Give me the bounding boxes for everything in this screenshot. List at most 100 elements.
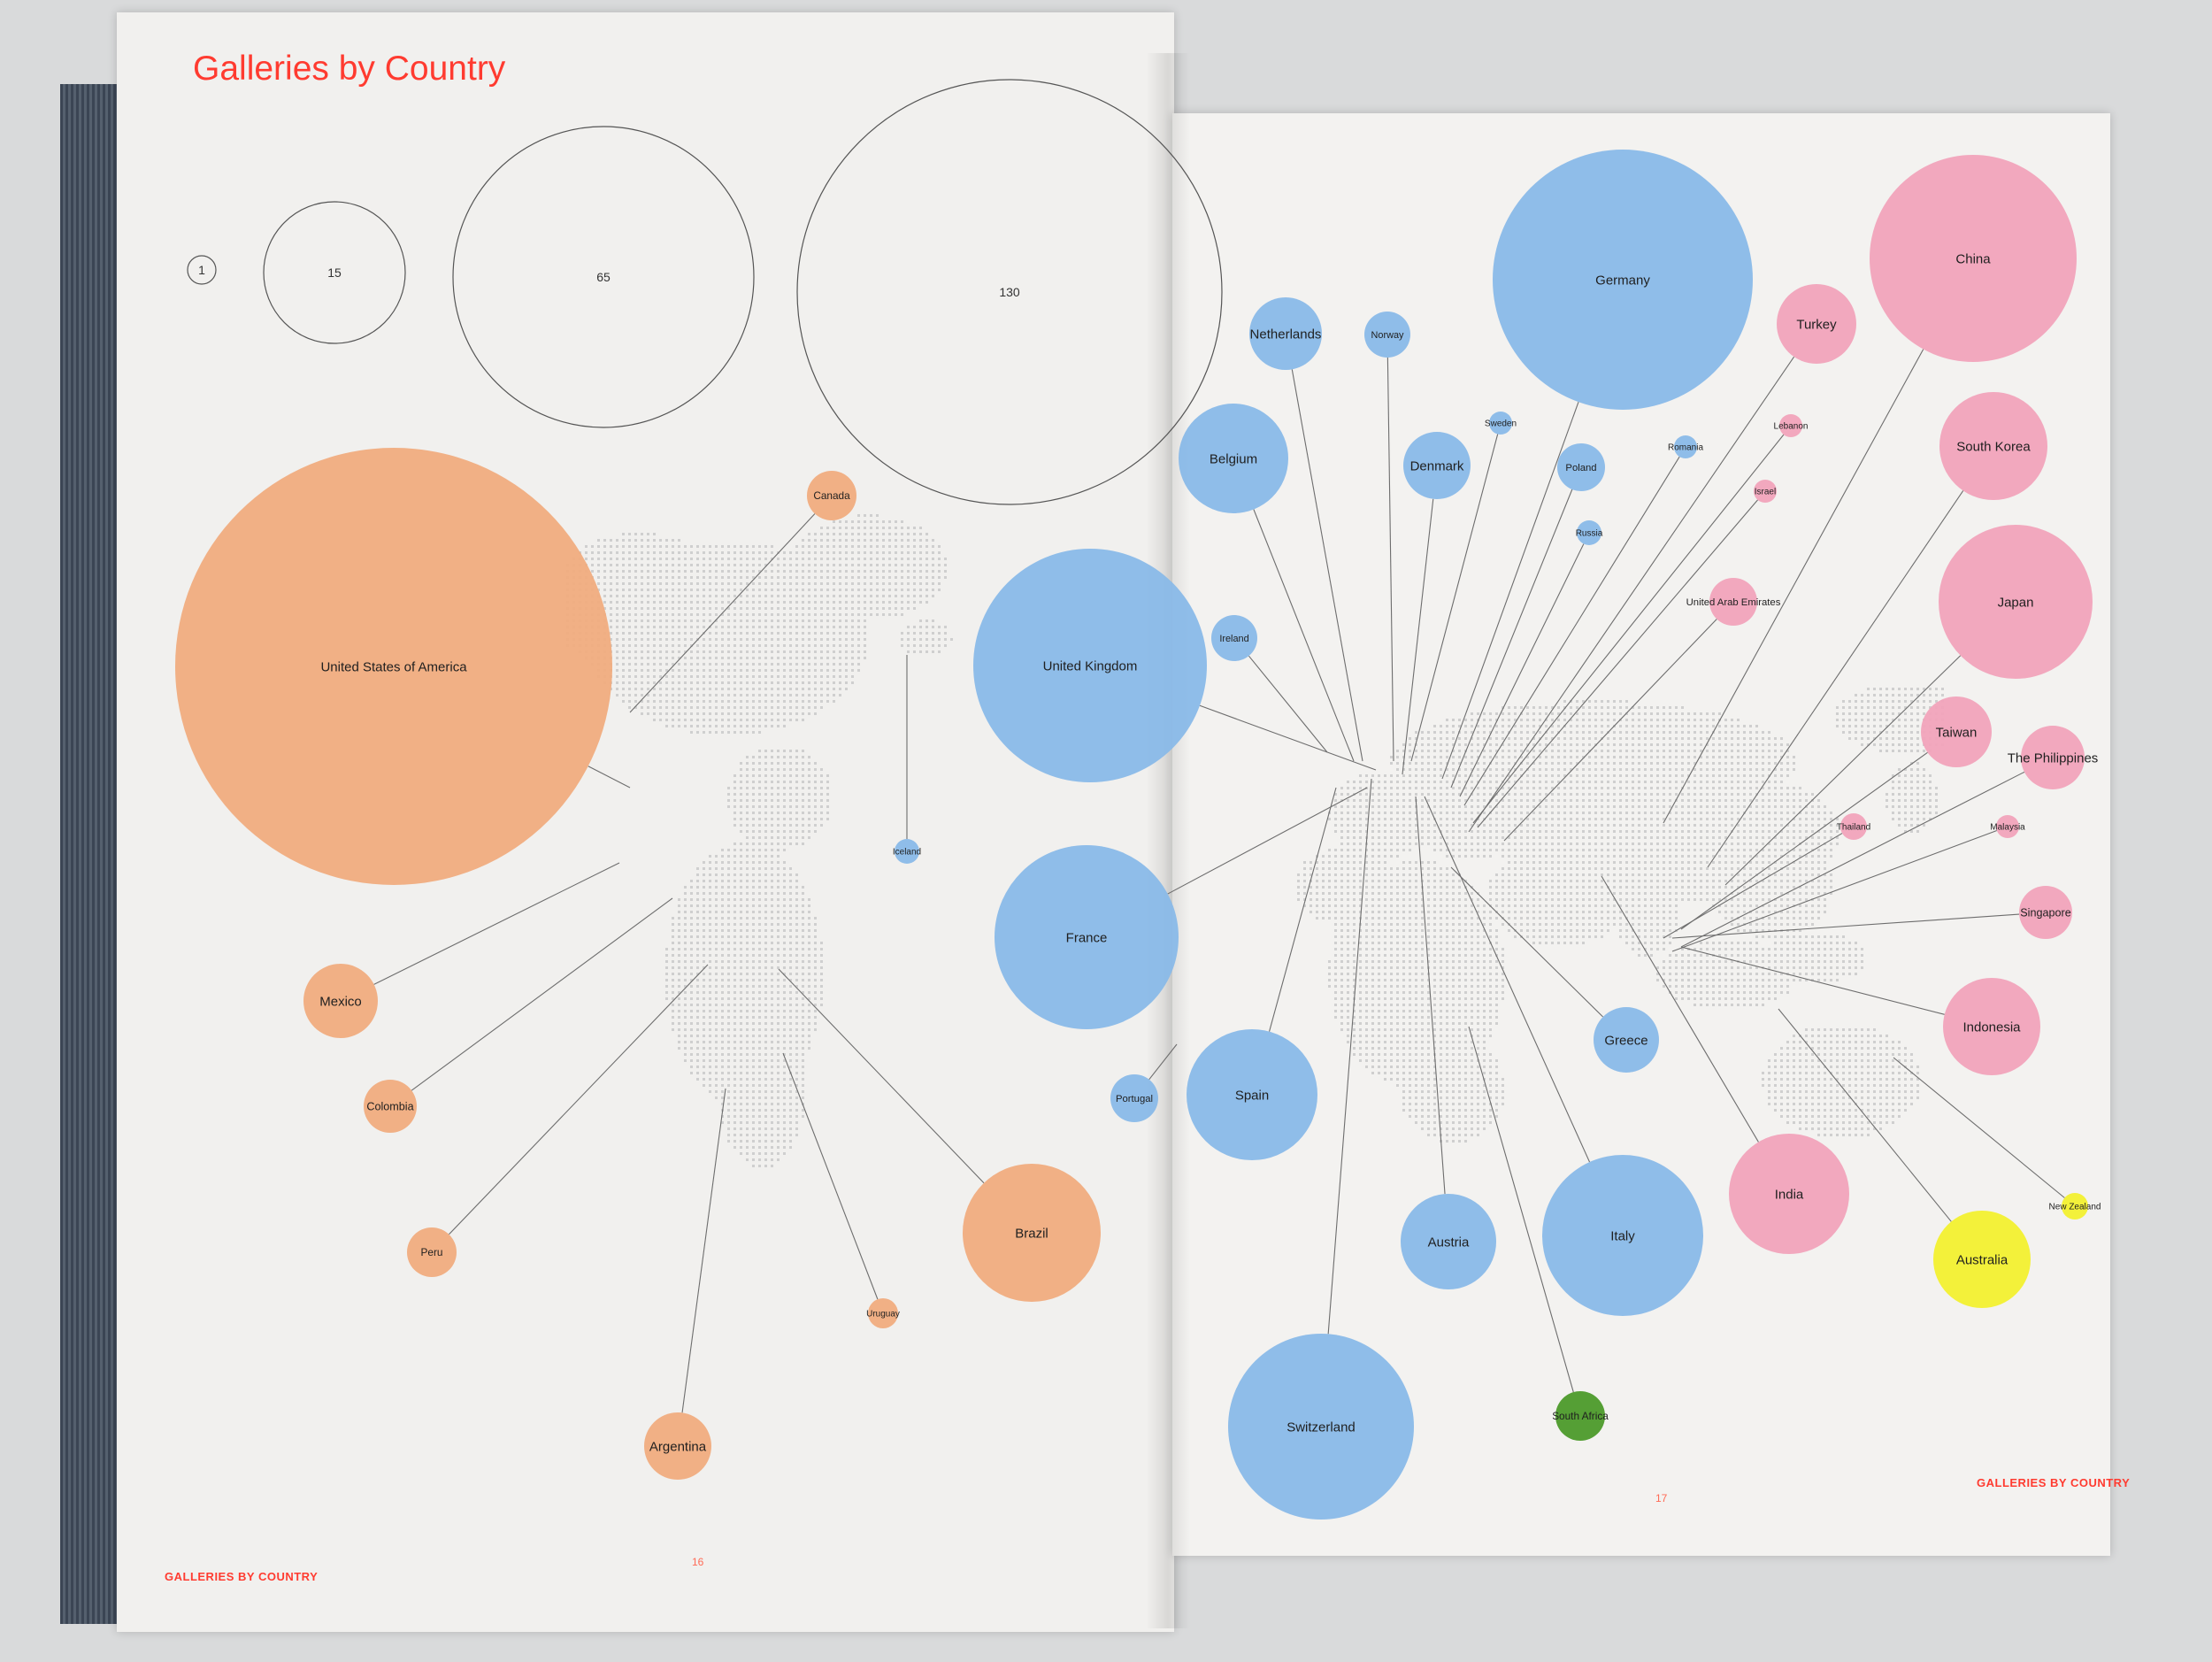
label-russia: Russia — [1576, 529, 1603, 539]
leader-line-lebanon — [1472, 434, 1785, 824]
leader-line-portugal — [1148, 1043, 1178, 1081]
book-gutter — [1146, 53, 1190, 1628]
leader-lines — [373, 349, 2065, 1413]
bubble-uruguay — [868, 1298, 898, 1328]
bubble-ireland — [1211, 615, 1257, 661]
leader-line-france — [1167, 787, 1368, 895]
bubble-france — [995, 845, 1179, 1029]
label-denmark: Denmark — [1410, 458, 1464, 473]
bubble-portugal — [1110, 1074, 1158, 1122]
bubble-south-africa — [1555, 1391, 1605, 1441]
scale-circle-65 — [452, 126, 755, 428]
bubble-russia — [1577, 520, 1601, 545]
label-india: India — [1775, 1187, 1804, 1202]
label-lebanon: Lebanon — [1774, 422, 1809, 432]
leader-line-brazil — [778, 968, 985, 1184]
leader-line-romania — [1463, 456, 1680, 806]
bubble-netherlands — [1249, 297, 1322, 370]
bubble-brazil — [963, 1164, 1101, 1302]
footer-right: GALLERIES BY COUNTRY — [1977, 1476, 2131, 1489]
bubble-switzerland — [1228, 1334, 1414, 1520]
leader-line-indonesia — [1680, 946, 1945, 1015]
bubble-romania — [1674, 435, 1697, 458]
bubble-the-philippines — [2021, 726, 2085, 789]
leader-line-russia — [1459, 543, 1585, 797]
leader-line-india — [1601, 875, 1759, 1143]
label-colombia: Colombia — [366, 1100, 413, 1112]
label-israel: Israel — [1755, 488, 1776, 497]
bubble-thailand — [1840, 813, 1867, 840]
leader-line-uruguay — [782, 1052, 879, 1300]
bubble-colombia — [364, 1080, 417, 1133]
scale-label-130: 130 — [999, 285, 1020, 299]
label-norway: Norway — [1371, 330, 1404, 341]
leader-line-mexico — [373, 862, 620, 985]
leader-line-belgium — [1253, 509, 1355, 762]
label-united-states-of-america: United States of America — [320, 659, 467, 674]
label-china: China — [1955, 251, 1991, 266]
bubble-turkey — [1777, 284, 1856, 364]
bubble-mexico — [303, 964, 378, 1038]
label-switzerland: Switzerland — [1286, 1420, 1356, 1435]
label-uruguay: Uruguay — [866, 1310, 900, 1320]
leader-line-canada — [629, 513, 816, 713]
label-malaysia: Malaysia — [1990, 823, 2025, 833]
label-south-korea: South Korea — [1956, 439, 2031, 454]
leader-line-united-kingdom — [1199, 704, 1377, 771]
bubble-canada — [807, 471, 856, 520]
label-australia: Australia — [1956, 1252, 2008, 1267]
label-singapore: Singapore — [2020, 906, 2070, 919]
leader-line-sweden — [1410, 434, 1499, 762]
leader-line-south-africa — [1468, 1026, 1574, 1393]
label-spain: Spain — [1235, 1088, 1269, 1103]
label-iceland: Iceland — [893, 848, 921, 858]
label-canada: Canada — [813, 489, 850, 502]
leader-line-italy — [1424, 796, 1591, 1163]
label-turkey: Turkey — [1796, 317, 1837, 332]
scale-circle-1 — [187, 255, 217, 285]
label-italy: Italy — [1610, 1228, 1635, 1243]
label-sweden: Sweden — [1485, 419, 1517, 429]
bubble-india — [1729, 1134, 1849, 1254]
bubble-new-zealand — [2062, 1193, 2088, 1220]
label-the-philippines: The Philippines — [2008, 750, 2099, 766]
size-scale-legend: 1 15 65 130 — [187, 79, 1223, 505]
scale-circle-130 — [796, 79, 1223, 505]
label-france: France — [1066, 930, 1108, 945]
page-number-right: 17 — [1655, 1492, 1668, 1504]
page-number-left: 16 — [692, 1556, 704, 1568]
leader-line-peru — [448, 964, 709, 1235]
bubble-south-korea — [1939, 392, 2047, 500]
leader-line-switzerland — [1327, 778, 1372, 1335]
bubble-malaysia — [1996, 815, 2019, 838]
leader-line-ireland — [1248, 655, 1328, 753]
bubble-iceland — [895, 839, 919, 864]
leader-line-colombia — [411, 897, 673, 1091]
leader-line-south-korea — [1707, 490, 1964, 868]
label-argentina: Argentina — [649, 1439, 707, 1454]
leader-line-norway — [1386, 357, 1394, 762]
leader-line-united-arab-emirates — [1503, 619, 1717, 842]
leader-line-spain — [1269, 787, 1337, 1032]
leader-line-singapore — [1671, 913, 2020, 939]
scale-label-65: 65 — [596, 270, 611, 284]
bubble-denmark — [1403, 432, 1471, 499]
label-south-africa: South Africa — [1552, 1410, 1609, 1422]
label-poland: Poland — [1565, 463, 1596, 473]
leader-line-argentina — [681, 1088, 726, 1413]
leader-line-netherlands — [1291, 369, 1363, 762]
leader-line-malaysia — [1671, 830, 1998, 952]
label-belgium: Belgium — [1210, 451, 1257, 466]
scale-label-15: 15 — [327, 265, 342, 280]
leader-line-austria — [1415, 796, 1446, 1195]
label-taiwan: Taiwan — [1936, 725, 1978, 740]
footer-left: GALLERIES BY COUNTRY — [165, 1570, 319, 1583]
leader-line-taiwan — [1680, 751, 1928, 930]
label-netherlands: Netherlands — [1250, 327, 1322, 342]
leader-line-australia — [1778, 1008, 1952, 1222]
leader-line-china — [1663, 349, 1924, 824]
leader-line-new-zealand — [1893, 1057, 2065, 1198]
leader-line-turkey — [1468, 356, 1795, 833]
